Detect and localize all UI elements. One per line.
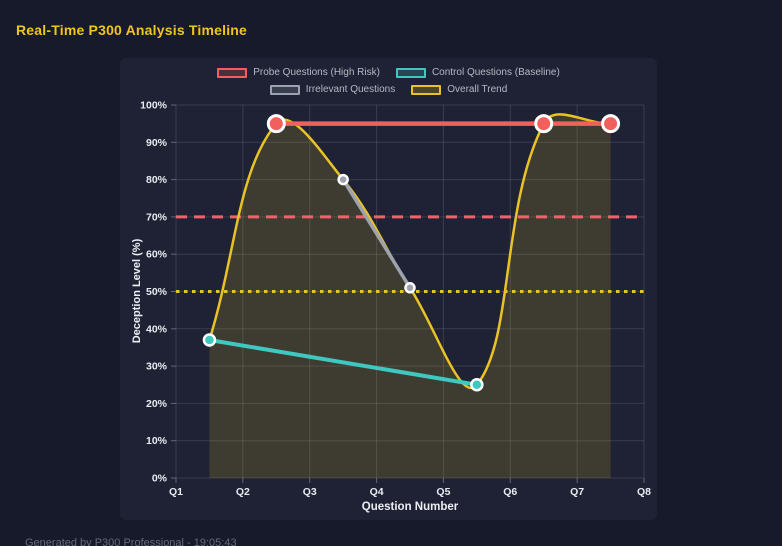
y-axis-title: Deception Level (%) — [131, 238, 143, 344]
series-line-irrelevant — [341, 177, 412, 290]
y-tick-label: 50% — [146, 286, 168, 298]
x-tick-label: Q7 — [570, 486, 584, 498]
x-tick-label: Q6 — [503, 486, 517, 498]
legend-item-overall[interactable]: Overall Trend — [411, 84, 507, 96]
y-tick-label: 70% — [146, 211, 168, 223]
x-tick-label: Q2 — [236, 486, 250, 498]
data-point-irrelevant[interactable] — [337, 173, 349, 186]
legend-item-control[interactable]: Control Questions (Baseline) — [395, 67, 560, 79]
x-tick-label: Q8 — [637, 486, 651, 498]
footer-note: Generated by P300 Professional - 19:05:4… — [25, 537, 237, 546]
timeline-chart: Q1 Q2 Q3 Q4 Q5 Q6 Q7 Q8 0% 10% 20% 30% 40% 50% 60% 70% 8… — [140, 100, 651, 499]
legend-swatch — [217, 68, 248, 78]
x-tick-label: Q5 — [436, 486, 450, 498]
x-tick-label: Q4 — [370, 486, 384, 498]
legend-item-probe[interactable]: Probe Questions (High Risk) — [217, 67, 380, 79]
y-tick-label: 60% — [146, 249, 168, 261]
x-tick-label: Q3 — [303, 486, 317, 498]
data-point-control[interactable] — [202, 333, 217, 347]
y-tick-label: 0% — [152, 473, 168, 485]
x-tick-label: Q1 — [169, 486, 183, 498]
data-point-probe[interactable] — [534, 114, 554, 134]
data-point-irrelevant[interactable] — [404, 282, 416, 294]
y-tick-label: 100% — [140, 100, 168, 112]
y-tick-label: 30% — [146, 361, 168, 373]
y-tick-label: 40% — [146, 323, 168, 335]
legend-item-irrelevant[interactable]: Irrelevant Questions — [269, 84, 396, 96]
series-line-control — [207, 337, 479, 387]
y-tick-label: 80% — [146, 174, 168, 186]
y-tick-label: 20% — [146, 398, 168, 410]
data-point-probe[interactable] — [266, 114, 286, 134]
legend-swatch — [269, 85, 300, 95]
data-point-control[interactable] — [470, 378, 484, 392]
page-title: Real-Time P300 Analysis Timeline — [16, 22, 248, 38]
trend-area-fill — [209, 114, 611, 478]
data-point-probe[interactable] — [601, 114, 621, 134]
legend-swatch — [411, 85, 442, 95]
legend-label: Irrelevant Questions — [305, 84, 396, 95]
y-tick-label: 90% — [146, 137, 168, 149]
chart-panel: Q1 Q2 Q3 Q4 Q5 Q6 Q7 Q8 0% 10% 20% 30% 40% 50% 60% 70% 8… — [120, 58, 657, 520]
legend-label: Probe Questions (High Risk) — [253, 67, 380, 78]
legend-label: Control Questions (Baseline) — [431, 67, 560, 78]
y-tick-label: 10% — [146, 435, 168, 447]
legend-label: Overall Trend — [447, 84, 508, 95]
chart-legend: Probe Questions (High Risk) Control Quest… — [150, 67, 627, 96]
legend-swatch — [395, 68, 426, 78]
x-axis-title: Question Number — [361, 501, 459, 513]
